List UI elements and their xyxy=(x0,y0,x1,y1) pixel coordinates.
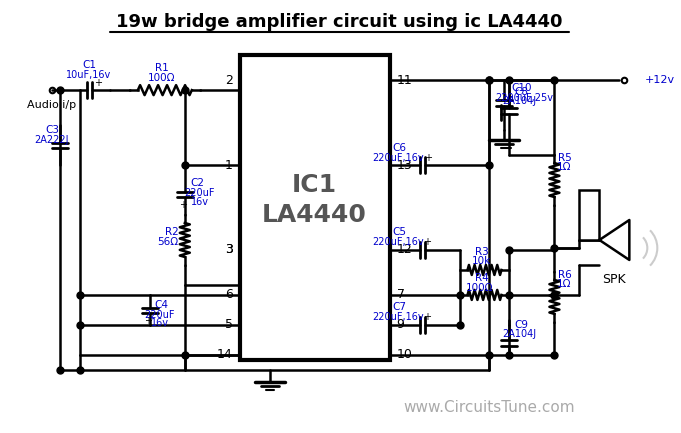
Text: 1Ω: 1Ω xyxy=(557,162,571,172)
Text: C3: C3 xyxy=(45,125,59,135)
Text: 14: 14 xyxy=(217,349,233,362)
Text: 220uF,16v: 220uF,16v xyxy=(372,153,424,163)
Text: 2A104J: 2A104J xyxy=(503,96,537,106)
Text: 3: 3 xyxy=(225,243,233,256)
Text: 56Ω: 56Ω xyxy=(157,237,178,247)
Text: 16v: 16v xyxy=(191,197,209,207)
Text: 2: 2 xyxy=(225,74,233,87)
Text: C2: C2 xyxy=(191,178,205,188)
Text: 2A222J: 2A222J xyxy=(35,135,69,145)
Text: C4: C4 xyxy=(155,300,169,310)
Text: 2A104J: 2A104J xyxy=(503,329,537,339)
Text: 2200uF,25v: 2200uF,25v xyxy=(496,93,554,103)
Text: C7: C7 xyxy=(392,302,407,312)
Text: 5: 5 xyxy=(225,318,233,331)
Text: 9: 9 xyxy=(396,318,405,331)
Text: Audio i/p: Audio i/p xyxy=(27,100,76,110)
Text: 10k: 10k xyxy=(472,256,491,266)
Text: 13: 13 xyxy=(396,158,412,171)
Bar xyxy=(240,55,390,360)
Text: C6: C6 xyxy=(392,143,407,153)
Text: R3: R3 xyxy=(475,247,488,257)
Text: LA4440: LA4440 xyxy=(262,203,367,227)
Text: 16v: 16v xyxy=(151,318,169,328)
Text: +: + xyxy=(422,312,430,322)
Text: 10uF,16v: 10uF,16v xyxy=(66,70,112,80)
Text: C9: C9 xyxy=(514,320,528,330)
Text: 6: 6 xyxy=(225,288,233,301)
Text: 19w bridge amplifier circuit using ic LA4440: 19w bridge amplifier circuit using ic LA… xyxy=(116,13,563,31)
Text: 100Ω: 100Ω xyxy=(466,283,493,293)
Text: SPK: SPK xyxy=(603,273,626,287)
Bar xyxy=(580,190,599,240)
Text: 3: 3 xyxy=(225,243,233,256)
Text: 220uF,16v: 220uF,16v xyxy=(372,237,424,247)
Text: www.CircuitsTune.com: www.CircuitsTune.com xyxy=(404,400,575,415)
Text: C1: C1 xyxy=(82,60,96,70)
Text: +: + xyxy=(422,237,430,247)
Text: 1Ω: 1Ω xyxy=(557,279,571,289)
Text: 10: 10 xyxy=(396,349,413,362)
Text: C8: C8 xyxy=(514,87,528,97)
Text: 220uF: 220uF xyxy=(144,310,175,320)
Text: +12v: +12v xyxy=(644,75,674,85)
Text: +: + xyxy=(179,200,187,210)
Text: 12: 12 xyxy=(396,243,412,256)
Polygon shape xyxy=(599,220,629,260)
Text: R5: R5 xyxy=(558,153,571,163)
Text: R4: R4 xyxy=(475,273,488,283)
Text: 7: 7 xyxy=(396,288,405,301)
Text: 100Ω: 100Ω xyxy=(148,73,176,83)
Text: +: + xyxy=(94,78,102,88)
Text: +: + xyxy=(144,316,152,326)
Text: +: + xyxy=(424,153,432,163)
Text: IC1: IC1 xyxy=(292,173,337,197)
Text: R2: R2 xyxy=(165,227,178,237)
Text: R6: R6 xyxy=(558,270,571,280)
Text: C10: C10 xyxy=(511,83,532,93)
Text: 11: 11 xyxy=(396,74,412,87)
Text: R1: R1 xyxy=(155,63,169,73)
Text: C5: C5 xyxy=(392,227,407,237)
Text: 1: 1 xyxy=(225,158,233,171)
Text: 220uF,16v: 220uF,16v xyxy=(372,312,424,322)
Text: 220uF: 220uF xyxy=(185,188,215,198)
